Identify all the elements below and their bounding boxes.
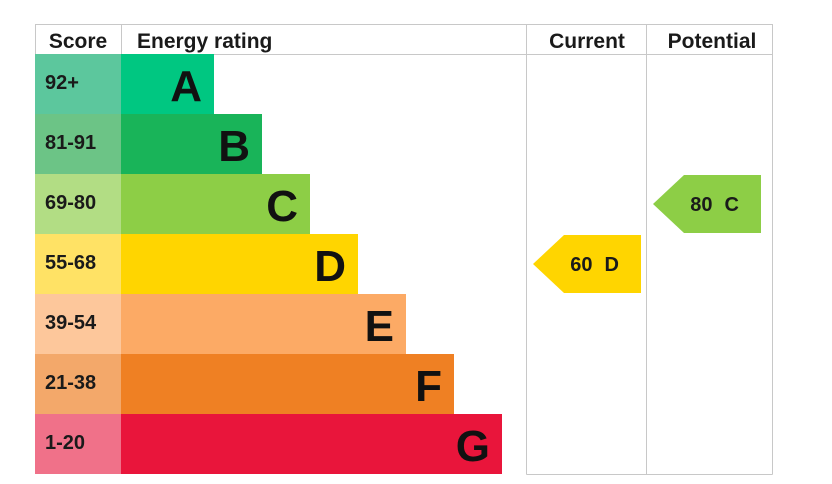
score-cell-b	[35, 114, 121, 174]
potential-rating-value: 80	[690, 194, 712, 216]
score-cell-g	[35, 414, 121, 474]
rating-bar-a	[121, 54, 214, 114]
header-energy-rating: Energy rating	[137, 30, 272, 53]
rating-bar-d	[121, 234, 358, 294]
score-cell-c	[35, 174, 121, 234]
rating-arrows: 60 D 80 C	[533, 175, 761, 293]
score-cell-f	[35, 354, 121, 414]
current-rating-arrow	[533, 235, 641, 293]
header-row	[35, 24, 773, 55]
rating-bar-e	[121, 294, 406, 354]
rating-letter-d: D	[314, 242, 346, 291]
score-cell-a	[35, 54, 121, 114]
score-label-a: 92+	[45, 72, 79, 94]
rating-letter-a: A	[170, 62, 202, 111]
rating-letter-f: F	[415, 362, 442, 411]
rating-bar-c	[121, 174, 310, 234]
rating-letter-b: B	[218, 122, 250, 171]
rating-bands: 92+ A 81-91 B 69-80 C 55-68 D 39-54 E 21-38 F 1-20 G	[35, 54, 502, 474]
score-label-c: 69-80	[45, 192, 96, 214]
score-label-d: 55-68	[45, 252, 96, 274]
header-score: Score	[49, 30, 107, 53]
score-cell-d	[35, 234, 121, 294]
rating-bar-f	[121, 354, 454, 414]
current-rating-value: 60	[570, 254, 592, 276]
rating-bar-g	[121, 414, 502, 474]
score-label-f: 21-38	[45, 372, 96, 394]
current-rating-letter: D	[605, 254, 619, 276]
header-potential: Potential	[668, 30, 757, 53]
score-cell-e	[35, 294, 121, 354]
rating-letter-g: G	[456, 422, 490, 471]
rating-letter-c: C	[266, 182, 298, 231]
score-label-e: 39-54	[45, 312, 97, 334]
potential-rating-letter: C	[725, 194, 739, 216]
potential-rating-arrow	[653, 175, 761, 233]
score-label-b: 81-91	[45, 132, 96, 154]
rating-bar-b	[121, 114, 262, 174]
score-label-g: 1-20	[45, 432, 85, 454]
header-current: Current	[549, 30, 625, 53]
rating-letter-e: E	[365, 302, 394, 351]
